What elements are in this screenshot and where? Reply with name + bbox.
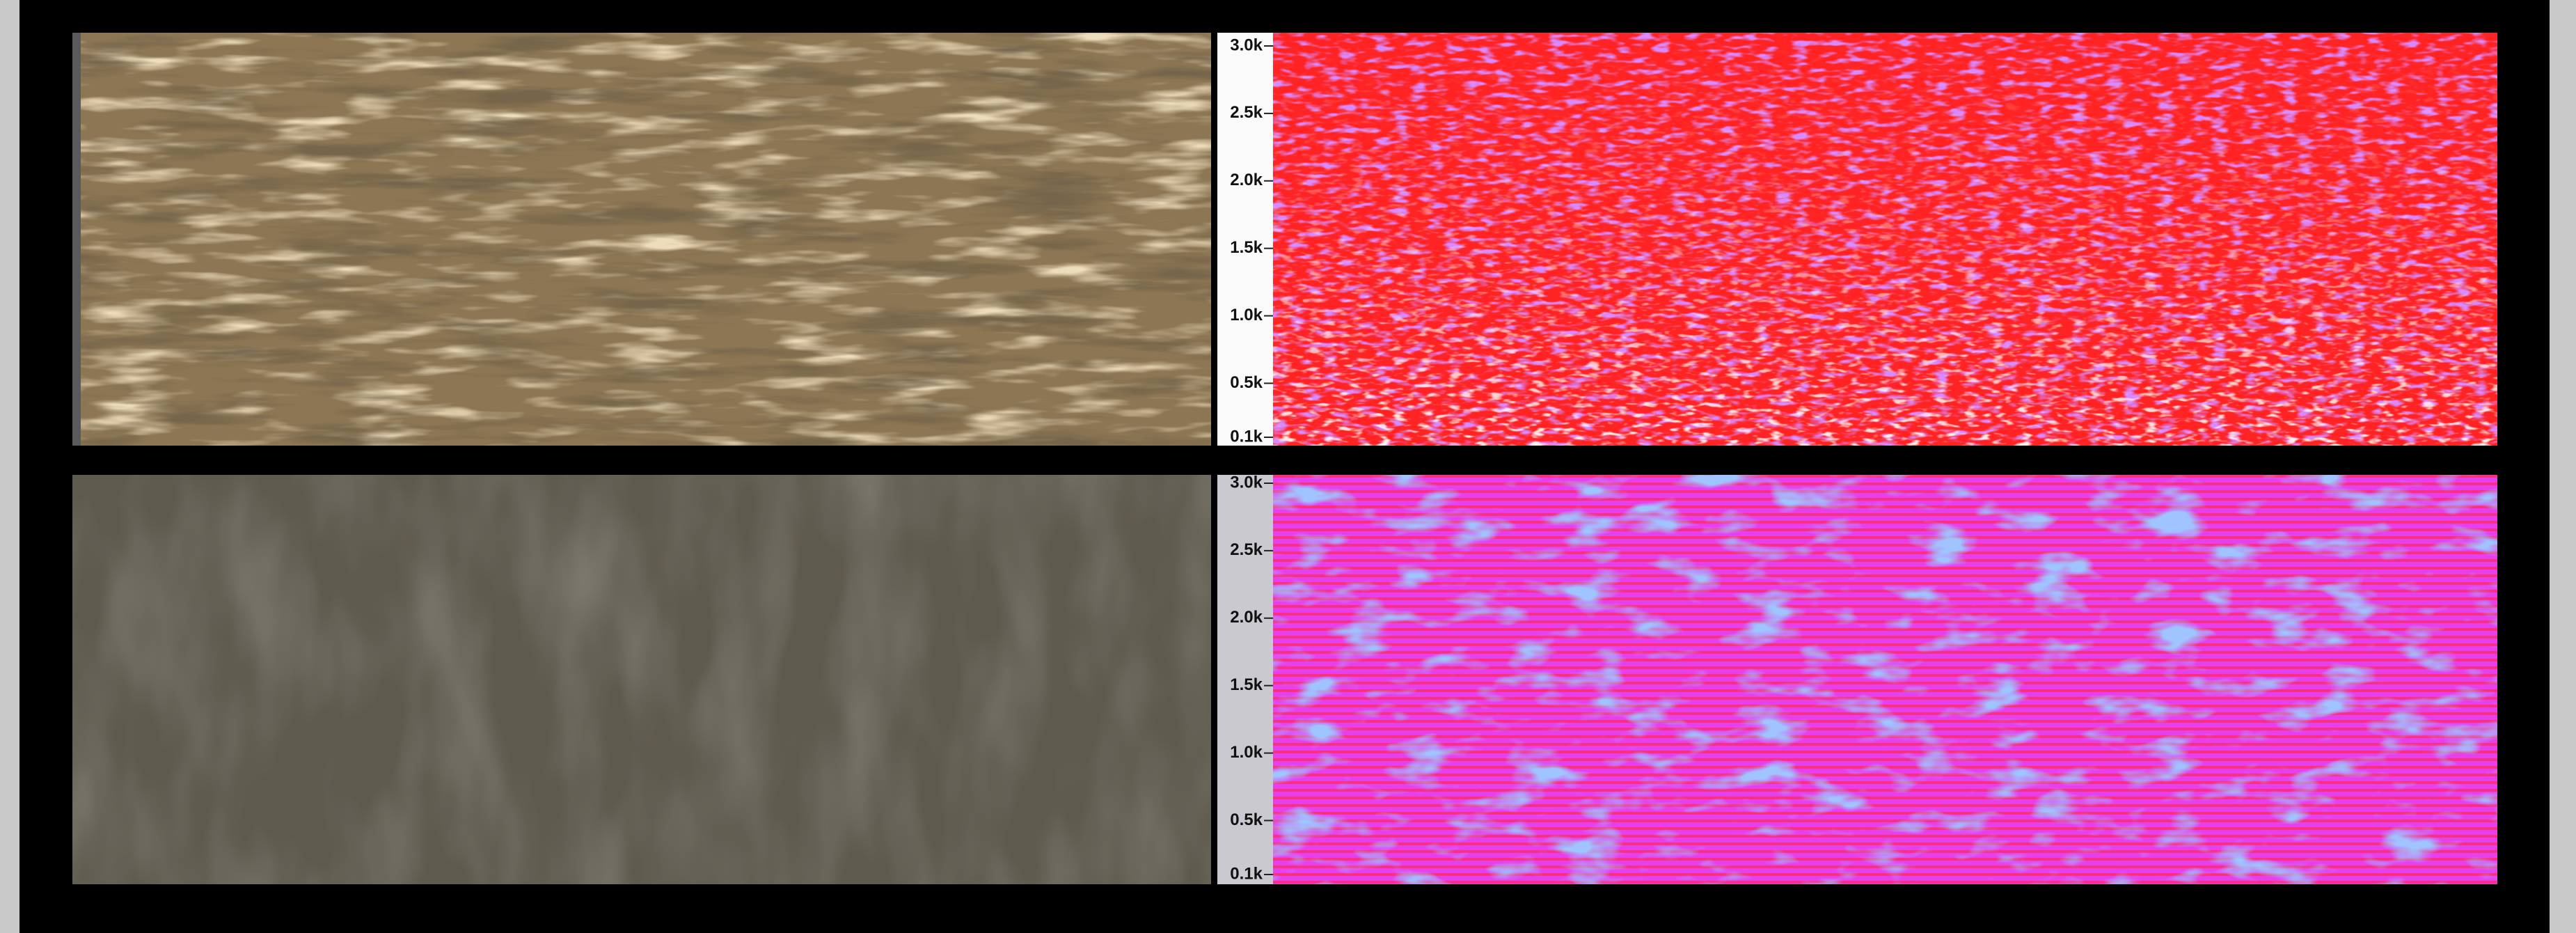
concrete-texture xyxy=(72,475,1211,884)
tick-label: 1.0k xyxy=(1230,743,1263,762)
spectrogram xyxy=(1273,475,2497,884)
tick-label: 3.0k xyxy=(1230,36,1263,54)
figure: 3.0k 2.5k 2.0k 1.5k 1.0k 0.5k 0.1k 3.0k 2.5k 2.0k… xyxy=(0,0,2576,933)
spectrogram xyxy=(1273,33,2497,446)
tick-label: 0.5k xyxy=(1230,373,1263,392)
tick-label: 1.5k xyxy=(1230,238,1263,257)
tick-label: 0.5k xyxy=(1230,810,1263,829)
tick-label: 2.0k xyxy=(1230,171,1263,189)
tick-label: 1.0k xyxy=(1230,306,1263,324)
tick-label: 1.5k xyxy=(1230,675,1263,694)
tick-label: 0.1k xyxy=(1230,864,1263,883)
tick-label: 3.0k xyxy=(1230,473,1263,492)
sand-texture xyxy=(72,33,1211,446)
tick-label: 0.1k xyxy=(1230,427,1263,446)
tick-label: 2.5k xyxy=(1230,540,1263,559)
tick-label: 2.0k xyxy=(1230,608,1263,627)
tick-label: 2.5k xyxy=(1230,103,1263,122)
